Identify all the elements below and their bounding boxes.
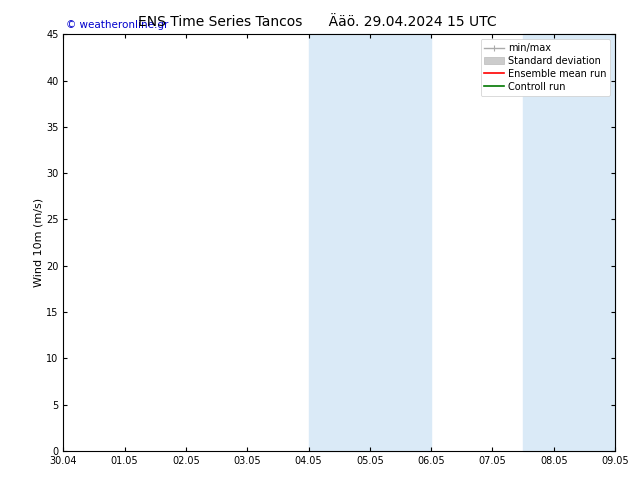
Legend: min/max, Standard deviation, Ensemble mean run, Controll run: min/max, Standard deviation, Ensemble me… bbox=[481, 39, 610, 96]
Y-axis label: Wind 10m (m/s): Wind 10m (m/s) bbox=[33, 198, 43, 287]
Text: ENS Time Series Tancos      Ääö. 29.04.2024 15 UTC: ENS Time Series Tancos Ääö. 29.04.2024 1… bbox=[138, 15, 496, 29]
Text: © weatheronline.gr: © weatheronline.gr bbox=[66, 20, 169, 30]
Bar bbox=[523, 34, 615, 451]
Bar bbox=[309, 34, 431, 451]
